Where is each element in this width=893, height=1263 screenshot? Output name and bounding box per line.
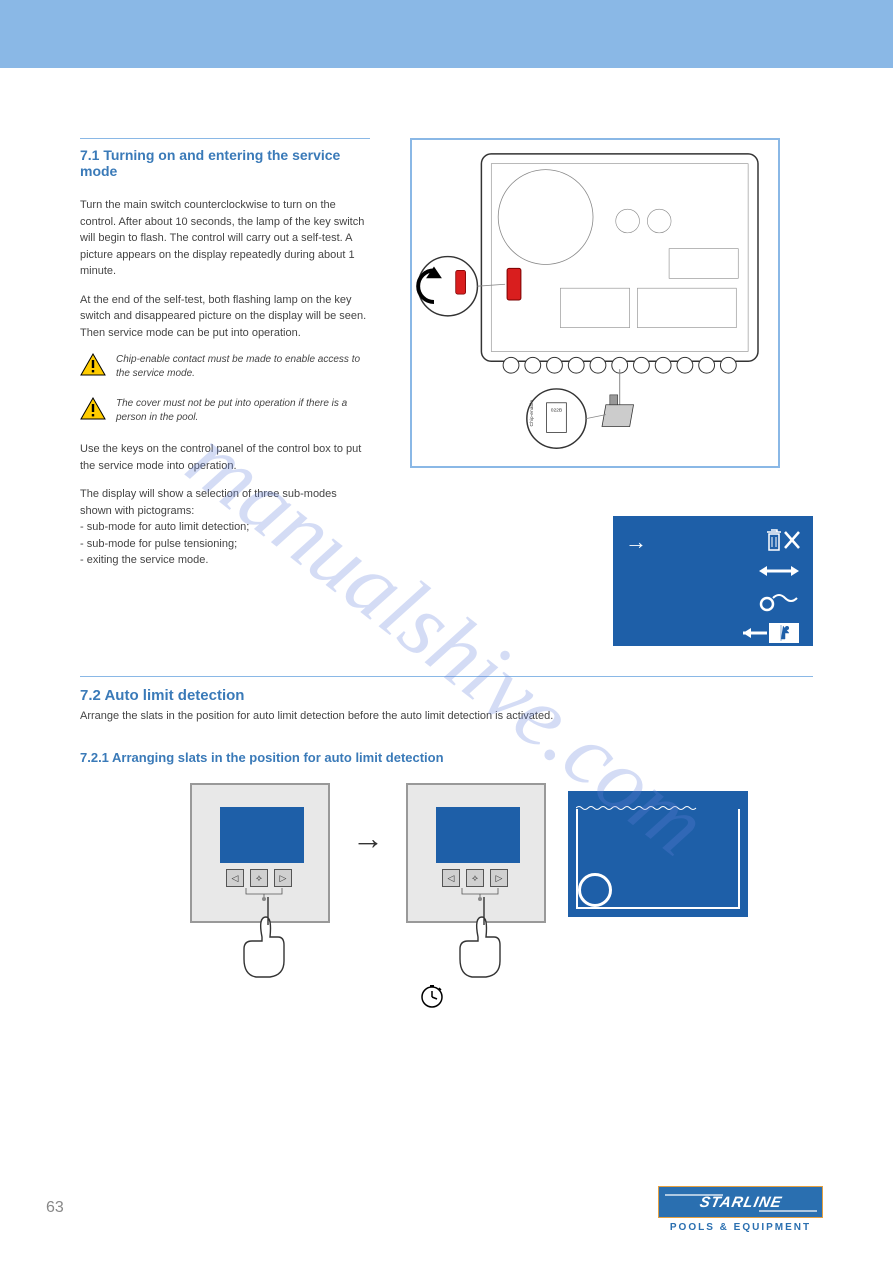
warning-1: Chip-enable contact must be made to enab…: [80, 353, 370, 381]
pool-diagram: [568, 791, 748, 917]
panel-btn-right[interactable]: ▷: [490, 869, 508, 887]
hand-press-icon: [234, 895, 304, 975]
page-number: 63: [46, 1199, 64, 1217]
ring-wave-icon: [757, 590, 801, 615]
para-4: The display will show a selection of thr…: [80, 486, 370, 569]
section-7-2: 7.2 Auto limit detection Arrange the sla…: [80, 676, 813, 923]
submode-row-4: [625, 621, 801, 648]
section-heading-7-2-1: 7.2.1 Arranging slats in the position fo…: [80, 750, 813, 765]
panel-btn-left[interactable]: ◁: [442, 869, 460, 887]
top-banner: [0, 0, 893, 68]
panels-row: ◁ ⟡ ▷ →: [190, 783, 813, 923]
panel-buttons: ◁ ⟡ ▷: [226, 869, 292, 887]
left-column: 7.1 Turning on and entering the service …: [80, 138, 370, 646]
control-box-diagram: 022B Chip-enable: [410, 138, 780, 468]
panel-buttons: ◁ ⟡ ▷: [442, 869, 508, 887]
brand-logo: STARLINE: [658, 1186, 823, 1218]
brand-text: STARLINE: [698, 1194, 784, 1211]
panel-1-wrapper: ◁ ⟡ ▷: [190, 783, 330, 923]
pool-roller-icon: [578, 873, 612, 907]
hand-press-icon: [450, 895, 520, 975]
arrows-h-icon: [757, 561, 801, 584]
chip-caption: Chip-enable: [529, 400, 535, 427]
warning-triangle-icon: [80, 353, 106, 380]
warning-triangle-icon: [80, 397, 106, 424]
panel-screen: [436, 807, 520, 863]
right-column: 022B Chip-enable →: [410, 138, 813, 646]
warning-2: The cover must not be put into operation…: [80, 397, 370, 425]
section-heading-7-1: 7.1 Turning on and entering the service …: [80, 138, 370, 179]
brand-tagline: POOLS & EQUIPMENT: [658, 1222, 823, 1233]
panel-btn-right[interactable]: ▷: [274, 869, 292, 887]
chip-label: 022B: [551, 408, 563, 414]
arrow-right-icon: →: [625, 529, 647, 555]
clock-icon: [420, 985, 444, 1012]
panel-btn-center[interactable]: ⟡: [466, 869, 484, 887]
section-7-2-sub: Arrange the slats in the position for au…: [80, 710, 813, 722]
section-heading-7-2: 7.2 Auto limit detection: [80, 687, 813, 704]
para-2: At the end of the self-test, both flashi…: [80, 292, 370, 342]
warning-2-text: The cover must not be put into operation…: [116, 397, 370, 425]
trash-x-icon: [765, 528, 801, 555]
para-1: Turn the main switch counterclockwise to…: [80, 197, 370, 280]
submode-row-1: →: [625, 528, 801, 555]
para-3: Use the keys on the control panel of the…: [80, 441, 370, 474]
panel-btn-left[interactable]: ◁: [226, 869, 244, 887]
exit-icon: [741, 621, 801, 648]
panel-screen: [220, 807, 304, 863]
panel-2-wrapper: ◁ ⟡ ▷: [406, 783, 546, 923]
warning-1-text: Chip-enable contact must be made to enab…: [116, 353, 370, 381]
footer-logo: STARLINE POOLS & EQUIPMENT: [658, 1186, 823, 1233]
submode-row-3: [625, 590, 801, 615]
submode-row-2: [625, 561, 801, 584]
submode-panel: →: [613, 516, 813, 646]
arrow-right-icon: →: [352, 820, 384, 857]
panel-btn-center[interactable]: ⟡: [250, 869, 268, 887]
page-content: 7.1 Turning on and entering the service …: [0, 68, 893, 923]
